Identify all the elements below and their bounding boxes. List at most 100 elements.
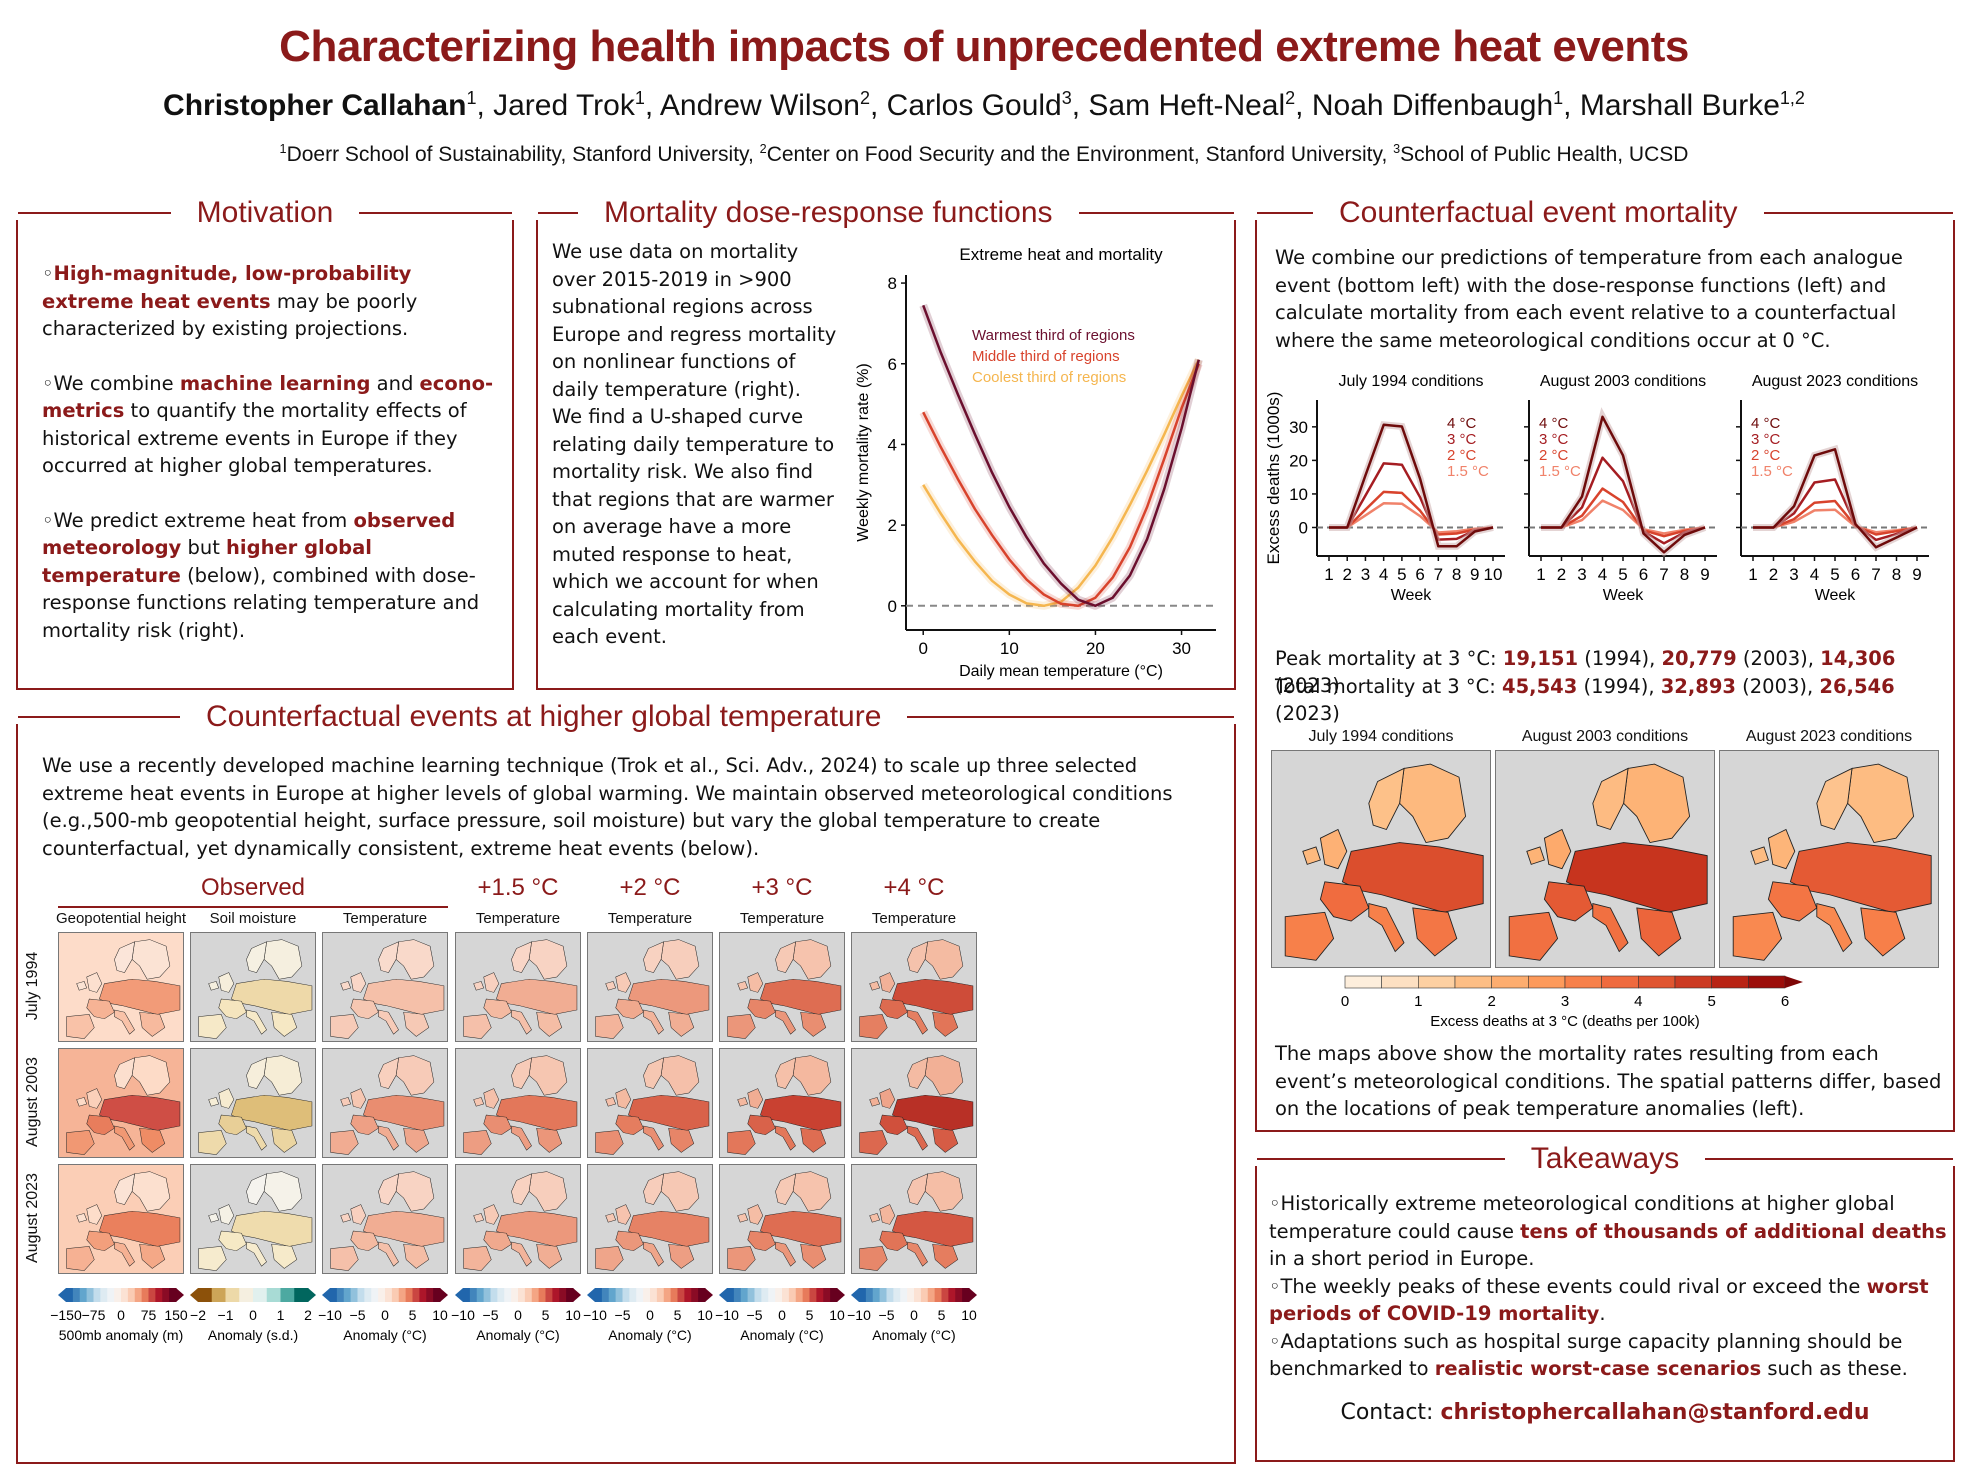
stat-value: 20,779 — [1661, 647, 1737, 670]
author-name: Marshall Burke — [1579, 89, 1780, 122]
region-scandinavia — [1623, 763, 1691, 844]
event-map — [322, 932, 448, 1042]
region-british-isles — [218, 972, 235, 993]
region-norway — [114, 1057, 135, 1089]
region-france — [86, 998, 115, 1020]
contact-email-link[interactable]: christophercallahan@stanford.edu — [1440, 1400, 1870, 1425]
text-segment: ◦We combine — [42, 371, 180, 395]
event-map — [190, 932, 316, 1042]
region-ireland — [473, 1097, 485, 1107]
region-iberia — [595, 1246, 624, 1271]
x-tick-label: 4 — [1598, 565, 1607, 584]
colorbar-segment — [816, 1288, 824, 1302]
region-scandinavia — [792, 1055, 832, 1096]
text-segment: but — [181, 536, 227, 559]
colorbar-segment — [497, 1288, 505, 1302]
region-france — [615, 998, 644, 1020]
colorbar-segment — [552, 1288, 560, 1302]
author: Jared Trok1, — [493, 88, 660, 122]
region-iberia — [198, 1130, 227, 1155]
event-map — [587, 1164, 713, 1274]
colorbar-segment — [72, 1288, 81, 1302]
colorbar-segment — [900, 1288, 908, 1302]
region-norway — [775, 941, 796, 973]
author-affil-index: 2 — [1285, 88, 1296, 108]
legend-entry: 3 °C — [1751, 431, 1781, 448]
region-italy — [775, 1125, 796, 1151]
peak-mortality-line: Peak mortality at 3 °C: 19,151 (1994), 2… — [1275, 645, 1953, 699]
colorbar-segment — [1418, 975, 1456, 989]
europe-map — [720, 1049, 844, 1157]
colorbar-segment — [886, 1288, 894, 1302]
map-title: August 2003 conditions — [1521, 728, 1689, 745]
affil-index: 3 — [1393, 142, 1401, 156]
y-tick-label: 20 — [1289, 451, 1308, 470]
region-balkans — [932, 1011, 959, 1037]
region-iberia — [463, 1014, 492, 1039]
colorbar-label: Anomaly (°C) — [872, 1327, 955, 1343]
event-map — [455, 932, 581, 1042]
colorbar-segment — [198, 1288, 213, 1302]
warming-level-header: +1.5 °C — [477, 874, 559, 901]
stat-year: (2003), — [1736, 647, 1821, 670]
event-map — [455, 1164, 581, 1274]
colorbar-segment — [656, 1288, 665, 1302]
colorbar-segment — [782, 1288, 790, 1302]
colorbar-segment — [225, 1288, 240, 1302]
colorbar-extend-high — [573, 1288, 581, 1302]
event-mortality-panel: Counterfactual event mortality We combin… — [1255, 198, 1955, 1132]
colorbar-segment — [545, 1288, 553, 1302]
colorbar-segment — [1454, 975, 1492, 989]
region-norway — [775, 1057, 796, 1089]
x-tick-label: 9 — [1912, 565, 1921, 584]
colorbar-segment — [809, 1288, 817, 1302]
author: Marshall Burke1,2 — [1579, 88, 1805, 122]
stat-value: 45,543 — [1502, 675, 1578, 698]
europe-map — [59, 1049, 183, 1157]
x-tick-label: 3 — [1789, 565, 1798, 584]
region-france — [218, 998, 247, 1020]
region-norway — [907, 1057, 928, 1089]
region-british-isles — [86, 1204, 103, 1225]
region-balkans — [271, 1127, 298, 1153]
region-british-isles — [879, 1204, 896, 1225]
legend-entry: Coolest third of regions — [972, 369, 1126, 386]
dose-response-title: Mortality dose-response functions — [604, 196, 1053, 229]
region-italy — [1592, 903, 1629, 953]
colorbar-segment — [615, 1288, 623, 1302]
colorbar-segment — [518, 1288, 526, 1302]
author: Andrew Wilson2, — [659, 88, 887, 122]
colorbar-segment — [823, 1288, 831, 1302]
colorbar-segment — [733, 1288, 742, 1302]
region-ireland — [208, 1213, 220, 1223]
region-italy — [643, 1241, 664, 1267]
region-balkans — [932, 1127, 959, 1153]
colorbar-segment — [768, 1288, 776, 1302]
colorbar-segment — [531, 1288, 540, 1302]
author-name: Carlos Gould — [886, 89, 1062, 122]
region-norway — [378, 1173, 399, 1205]
event-map-grid: Observed +1.5 °C +2 °C +3 °C +4 °C Geopotenti… — [18, 874, 1234, 1464]
text-segment: ◦Historically extreme meteorological con… — [1269, 1192, 1895, 1243]
region-italy — [511, 1125, 532, 1151]
region-scandinavia — [395, 1055, 435, 1096]
author-name: Sam Heft-Neal — [1088, 89, 1286, 122]
y-tick-label: 8 — [888, 274, 897, 293]
region-norway — [246, 1173, 267, 1205]
region-iberia — [859, 1014, 888, 1039]
x-tick-label: 20 — [1086, 639, 1105, 658]
colorbar-segment — [1491, 975, 1529, 989]
colorbar-segment — [211, 1288, 226, 1302]
region-france — [879, 998, 908, 1020]
x-axis-label: Daily mean temperature (°C) — [959, 663, 1163, 680]
region-scandinavia — [1847, 763, 1915, 844]
colorbar-label: Anomaly (°C) — [740, 1327, 823, 1343]
europe-map — [191, 1049, 315, 1157]
highlighted-phrase: machine learning — [179, 371, 371, 395]
observed-header: Observed — [200, 874, 306, 901]
colorbar-segment — [141, 1288, 149, 1302]
region-scandinavia — [528, 1055, 568, 1096]
colorbar-segment — [698, 1288, 706, 1302]
x-tick-label: 8 — [1680, 565, 1689, 584]
author-affil-index: 1,2 — [1779, 88, 1805, 108]
